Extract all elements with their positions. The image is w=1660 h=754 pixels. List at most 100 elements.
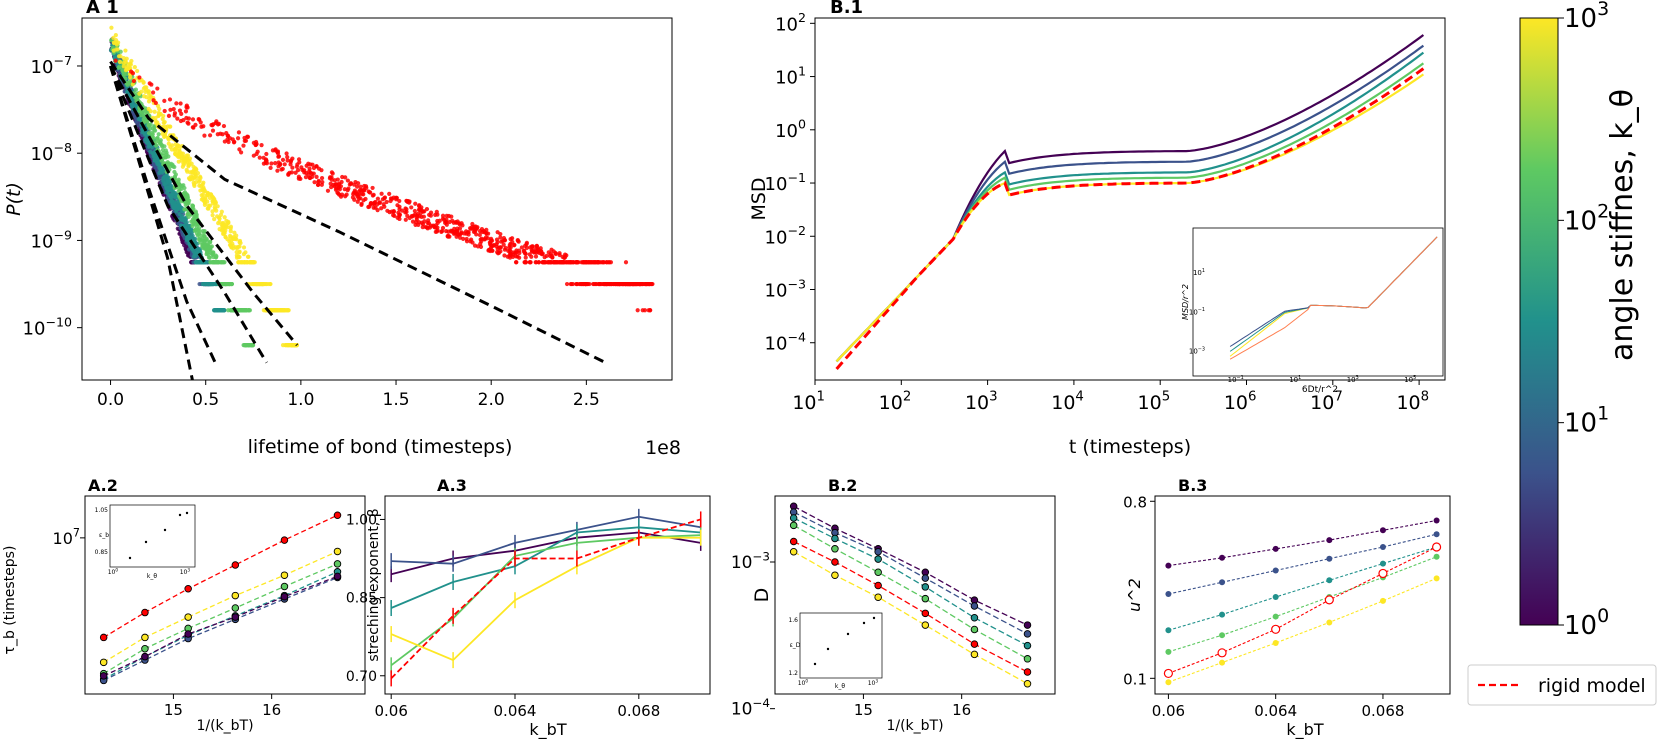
A1-point [524, 245, 530, 251]
A1-point [210, 209, 215, 214]
A1-point [534, 248, 539, 254]
A1-point [567, 260, 572, 265]
B3-fit-line [1168, 546, 1437, 674]
A1-point [161, 178, 166, 184]
A1-point [192, 183, 197, 188]
A1-point [510, 239, 515, 245]
A1-point [273, 161, 278, 166]
A1-point [347, 182, 352, 187]
A2-point [231, 561, 240, 569]
A1-point [273, 148, 278, 153]
A1-point [245, 254, 251, 259]
A1-point [232, 230, 237, 235]
A1-point [221, 222, 227, 227]
A1-point [181, 183, 186, 188]
B1-inset-ylabel: MSD/r^2 [1181, 284, 1190, 320]
A2-point [280, 592, 289, 601]
B1-xtick-label: 106 [1224, 389, 1257, 414]
A1-point [195, 171, 201, 176]
A1-point [124, 64, 129, 70]
A3-xtick-label: 0.068 [617, 702, 660, 720]
A1-point [413, 222, 418, 227]
A1-point [223, 234, 228, 239]
A1-point [495, 230, 500, 235]
A1-point [452, 231, 457, 236]
B3-point [1219, 611, 1226, 618]
A1-point [174, 101, 179, 106]
A1-point [379, 191, 384, 196]
plot-B2-frame [774, 495, 1056, 695]
A1-point [243, 250, 248, 255]
A1-xtick-label: 1.5 [383, 390, 410, 410]
colorbar-tick-label: 103 [1564, 0, 1609, 34]
A2-inset-ytick-label: 0.85 [95, 549, 109, 556]
A1-point [554, 260, 559, 265]
A1-point [200, 281, 205, 287]
B1-xtick-label: 107 [1310, 389, 1343, 414]
A2-point [99, 633, 108, 642]
colorbar-tick-label: 102 [1564, 200, 1609, 236]
A1-point [294, 164, 299, 169]
A1-point [153, 100, 158, 106]
B2-inset-point [872, 616, 876, 620]
panel-label-A3: A.3 [437, 476, 467, 495]
A1-point [591, 281, 596, 287]
A1-point [497, 245, 502, 250]
A1-point [207, 133, 213, 138]
A1-point [379, 206, 384, 211]
B3-point [1165, 562, 1172, 569]
A1-point [336, 182, 341, 188]
A1-point [630, 281, 635, 287]
B1-inset-xlabel: 6Dt/r^2 [1302, 385, 1338, 395]
legend-label-rigid: rigid model [1538, 675, 1646, 697]
A1-point [135, 122, 140, 128]
A1-point [220, 227, 225, 233]
A1-ytick-label: 10−8 [31, 140, 72, 165]
A1-point [162, 174, 167, 179]
A1-point [160, 116, 165, 122]
A1-point [245, 134, 251, 140]
A1-point [394, 195, 399, 200]
A1-point [297, 160, 302, 165]
A1-point [382, 195, 387, 201]
A3-xtick-label: 0.06 [374, 702, 407, 720]
A1-point [184, 104, 189, 110]
A1-point [426, 218, 431, 223]
A1-point [268, 165, 273, 170]
A1-point [340, 174, 345, 180]
A1-point [181, 117, 186, 123]
A1-point [196, 232, 201, 237]
A1-point [193, 180, 199, 185]
A1-point [421, 214, 427, 219]
B2-ytick-label: 10−4 [731, 696, 770, 720]
A1-point [354, 191, 359, 196]
A1-point [109, 25, 114, 30]
A1-point [155, 103, 161, 108]
A1-point [286, 171, 291, 177]
B2-point [789, 547, 798, 556]
B2-inset-point [846, 632, 850, 636]
A1-point [285, 154, 290, 160]
B2-point [921, 609, 930, 618]
A1-point [303, 175, 309, 180]
A1-point [166, 185, 171, 190]
A1-point [416, 207, 422, 213]
A1-point [416, 203, 422, 209]
A1-point [210, 201, 216, 206]
B1-inset-xtick-label: 101 [1289, 375, 1301, 384]
B2-point [1023, 655, 1032, 663]
A1-point [236, 130, 242, 135]
A1-point [308, 162, 313, 167]
A1-point [187, 162, 192, 167]
A1-point [185, 120, 190, 125]
B2-xtick-label: 15 [854, 701, 873, 719]
A1-point [176, 179, 181, 184]
A1-point [484, 230, 489, 236]
A1-point [190, 125, 195, 130]
A1-point [522, 250, 527, 256]
colorbar-tick-label: 100 [1564, 605, 1609, 641]
A1-point [146, 123, 152, 129]
A1-point [183, 109, 189, 114]
A1-point [370, 185, 375, 191]
A1-ytick-label: 10−7 [31, 53, 72, 78]
